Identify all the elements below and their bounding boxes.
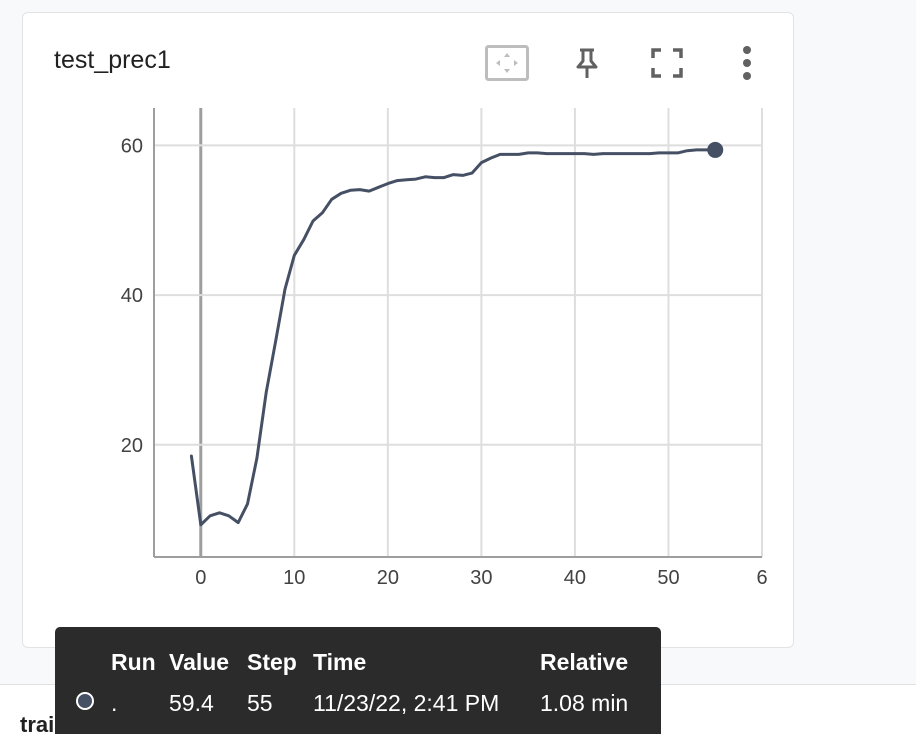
tooltip-step: 55 [247, 690, 273, 716]
more-vert-icon [741, 45, 753, 81]
tooltip-run-name: . [111, 690, 118, 716]
fullscreen-button[interactable] [644, 43, 690, 83]
x-tick-label: 40 [564, 567, 586, 589]
pin-button[interactable] [564, 43, 610, 83]
tooltip-header-relative: Relative [540, 649, 629, 675]
fullscreen-icon [651, 48, 683, 78]
fit-domain-button[interactable] [484, 43, 530, 83]
tooltip-header-run: Run [111, 649, 156, 675]
x-tick-label: 20 [377, 567, 399, 589]
series-line [189, 148, 717, 527]
tooltip-relative: 1.08 min [540, 690, 629, 716]
tooltip-header-step: Step [247, 649, 297, 675]
x-tick-label: 10 [283, 567, 305, 589]
card-title: test_prec1 [54, 46, 171, 74]
y-tick-label: 20 [121, 435, 143, 457]
tooltip-value: 59.4 [169, 690, 214, 716]
tooltip-header-time: Time [313, 649, 367, 675]
y-tick-label: 60 [121, 135, 143, 157]
highlight-point [707, 141, 724, 158]
fit-domain-icon [485, 45, 529, 81]
x-tick-label: 30 [470, 567, 492, 589]
run-color-swatch [76, 692, 94, 710]
x-tick-label: 6 [756, 567, 767, 589]
data-tooltip: Run Value Step Time Relative . 59.4 55 1… [55, 627, 661, 734]
x-tick-label: 0 [195, 567, 206, 589]
more-options-button[interactable] [724, 43, 770, 83]
x-tick-label: 50 [657, 567, 679, 589]
chart-card [22, 12, 794, 648]
pin-icon [574, 47, 600, 79]
tooltip-header-value: Value [169, 649, 230, 675]
y-tick-label: 40 [121, 285, 143, 307]
tooltip-time: 11/23/22, 2:41 PM [313, 690, 500, 716]
